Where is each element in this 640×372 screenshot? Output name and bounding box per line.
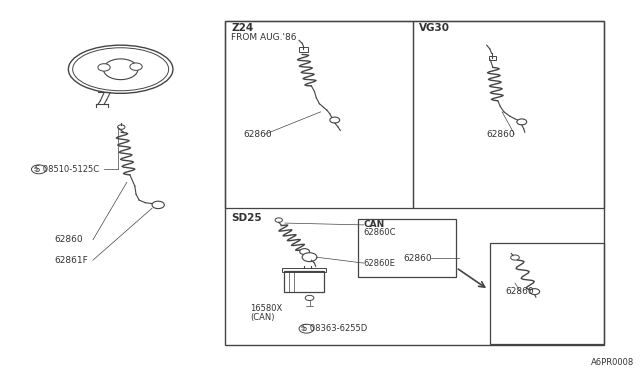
Circle shape [299,324,314,333]
Text: S: S [301,326,305,331]
Text: SD25: SD25 [232,212,262,222]
Bar [225,21,604,345]
Text: 62860C: 62860C [364,228,396,237]
Bar [225,21,413,208]
Circle shape [152,201,164,209]
Bar [299,47,308,52]
Text: Z24: Z24 [232,23,253,33]
Circle shape [118,125,125,129]
Bar [488,56,496,60]
Ellipse shape [73,48,169,91]
Text: VG30: VG30 [419,23,450,33]
Text: 16580X: 16580X [250,304,282,313]
Bar [413,21,604,208]
Circle shape [300,248,310,254]
Text: S 08510-5125C: S 08510-5125C [35,165,99,174]
Text: CAN: CAN [364,221,385,230]
Bar [282,268,326,272]
Circle shape [130,63,142,70]
Circle shape [305,295,314,301]
Circle shape [530,289,540,295]
Circle shape [517,119,527,125]
Ellipse shape [68,45,173,93]
Bar [358,219,456,277]
Bar [490,243,604,343]
Circle shape [302,253,317,262]
Text: 62861F: 62861F [55,256,88,264]
Text: 62860: 62860 [244,129,273,139]
Text: S: S [33,167,37,172]
Text: S 08363-6255D: S 08363-6255D [302,324,367,333]
Text: A6PR0008: A6PR0008 [591,357,634,366]
Circle shape [275,218,282,222]
Circle shape [31,165,46,174]
Circle shape [98,64,110,71]
Text: FROM AUG.'86: FROM AUG.'86 [232,33,297,42]
Text: 62860: 62860 [404,254,432,263]
Circle shape [104,59,138,80]
Bar [284,271,324,292]
Circle shape [511,255,519,260]
Text: 62860: 62860 [486,129,515,139]
Text: 62860: 62860 [505,287,534,296]
Circle shape [330,117,340,123]
Text: 62860: 62860 [55,235,83,244]
Text: (CAN): (CAN) [250,313,275,322]
Text: 62860E: 62860E [364,259,396,268]
